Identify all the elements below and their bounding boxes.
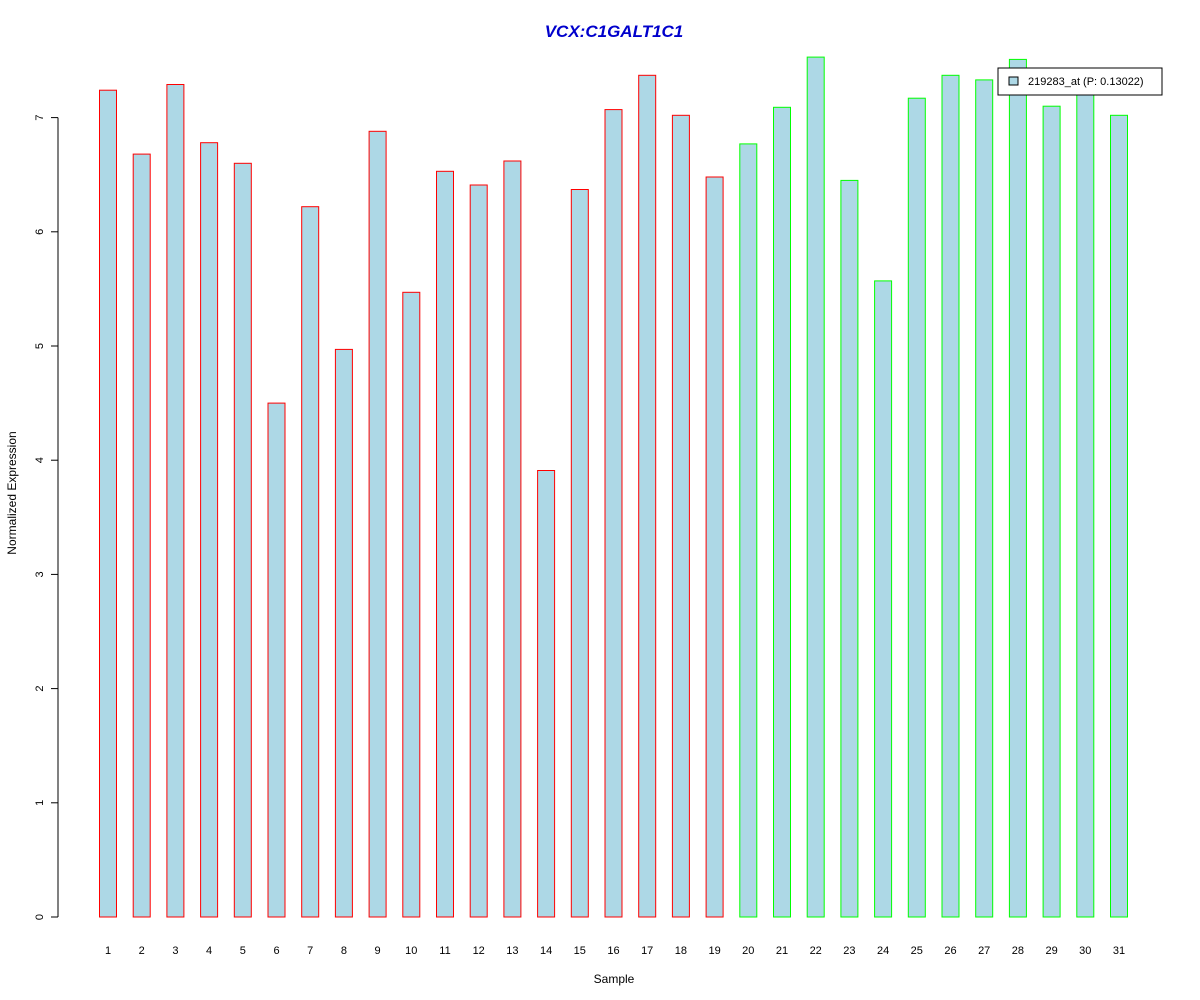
y-tick-label: 1 xyxy=(34,800,46,806)
bar xyxy=(200,142,219,918)
x-tick-label: 5 xyxy=(240,945,246,957)
x-tick-label: 25 xyxy=(911,945,923,957)
bar xyxy=(267,402,286,918)
x-tick-label: 4 xyxy=(206,945,212,957)
bar xyxy=(1076,86,1095,918)
x-tick-label: 9 xyxy=(375,945,381,957)
y-tick-label: 2 xyxy=(34,686,46,692)
x-tick-label: 3 xyxy=(172,945,178,957)
bar xyxy=(840,179,859,918)
x-tick-label: 14 xyxy=(540,945,552,957)
y-tick-label: 5 xyxy=(34,343,46,349)
chart-title: VCX:C1GALT1C1 xyxy=(545,22,684,41)
bar xyxy=(604,109,623,918)
legend-swatch xyxy=(1008,76,1019,86)
x-tick-label: 17 xyxy=(641,945,653,957)
x-tick-label: 20 xyxy=(742,945,754,957)
bar xyxy=(975,79,994,918)
bar xyxy=(368,130,387,918)
bar xyxy=(638,74,657,918)
x-tick-label: 12 xyxy=(473,945,485,957)
x-tick-label: 2 xyxy=(139,945,145,957)
bar xyxy=(166,84,185,918)
bar xyxy=(436,170,454,918)
x-tick-labels: 1 2 3 4 5 6 7 8 9 10 11 12 13 14 15 16 17 18 19 20 21 22 23 24 2… xyxy=(105,945,1125,957)
x-tick-label: 30 xyxy=(1079,945,1091,957)
bar xyxy=(537,470,556,918)
bar xyxy=(469,184,488,918)
x-tick-label: 28 xyxy=(1012,945,1024,957)
bar xyxy=(907,97,926,918)
bar xyxy=(1008,58,1027,918)
x-tick-label: 6 xyxy=(273,945,279,957)
bar xyxy=(301,206,320,918)
x-tick-label: 13 xyxy=(506,945,518,957)
bars xyxy=(99,56,1128,918)
bar xyxy=(1110,114,1128,918)
x-tick-label: 10 xyxy=(405,945,417,957)
x-tick-label: 31 xyxy=(1113,945,1125,957)
x-tick-label: 19 xyxy=(708,945,720,957)
y-tick-label: 3 xyxy=(34,571,46,577)
x-tick-label: 1 xyxy=(105,945,111,957)
legend-label: 219283_at (P: 0.13022) xyxy=(1028,76,1144,88)
x-tick-label: 11 xyxy=(439,945,450,957)
x-tick-label: 8 xyxy=(341,945,347,957)
bar xyxy=(1042,105,1061,918)
bar xyxy=(503,160,522,918)
x-tick-label: 15 xyxy=(574,945,586,957)
x-tick-label: 21 xyxy=(776,945,788,957)
y-tick-label: 7 xyxy=(34,115,46,121)
x-axis-label: Sample xyxy=(594,972,635,986)
bar xyxy=(705,176,724,918)
bar xyxy=(132,153,151,918)
y-axis: 0 1 2 3 4 5 6 7 xyxy=(34,115,59,920)
x-tick-label: 18 xyxy=(675,945,687,957)
bar xyxy=(334,348,353,918)
x-tick-label: 22 xyxy=(810,945,822,957)
y-tick-label: 0 xyxy=(34,914,46,920)
bar xyxy=(671,114,690,918)
x-tick-label: 23 xyxy=(843,945,855,957)
y-axis-label: Normalized Expression xyxy=(5,431,19,554)
bar xyxy=(739,143,758,918)
bar xyxy=(233,162,252,918)
x-tick-label: 7 xyxy=(307,945,313,957)
bar xyxy=(570,189,589,918)
bar xyxy=(806,56,825,918)
bar xyxy=(99,89,117,918)
legend-box xyxy=(997,67,1163,96)
y-tick-label: 6 xyxy=(34,229,46,235)
bar xyxy=(874,280,893,918)
x-tick-label: 29 xyxy=(1045,945,1057,957)
bar xyxy=(941,74,960,918)
x-tick-label: 26 xyxy=(944,945,956,957)
x-tick-label: 24 xyxy=(877,945,889,957)
legend: 219283_at (P: 0.13022) xyxy=(997,67,1163,96)
bar xyxy=(773,106,791,918)
x-tick-label: 16 xyxy=(607,945,619,957)
y-tick-label: 4 xyxy=(34,457,46,463)
bar xyxy=(402,291,421,918)
x-tick-label: 27 xyxy=(978,945,990,957)
